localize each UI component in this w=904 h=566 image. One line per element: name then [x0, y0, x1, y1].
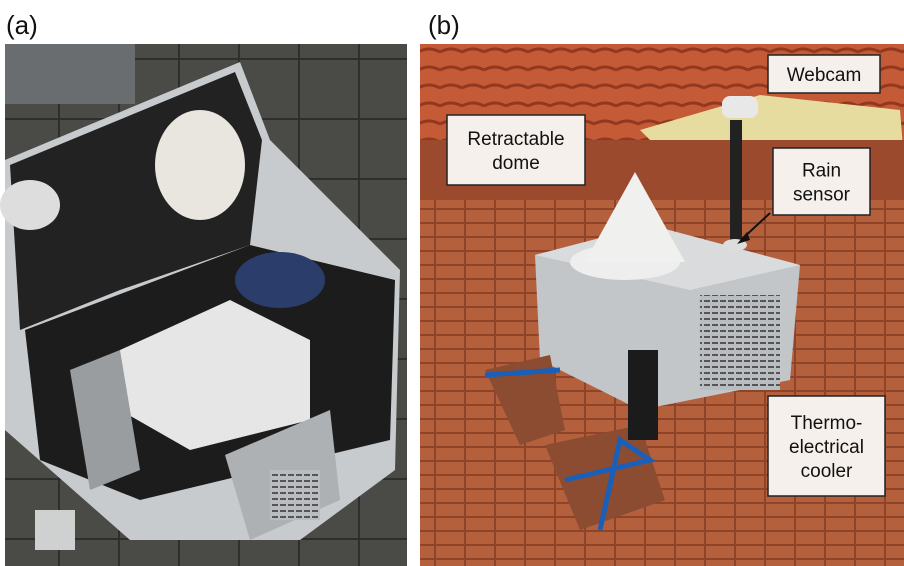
- callout-text: Webcam: [787, 65, 862, 86]
- callout-text: cooler: [801, 461, 853, 482]
- callout-box: [446, 114, 586, 186]
- callout-text: Retractable: [467, 129, 564, 150]
- callout-text: dome: [492, 153, 540, 174]
- arrow-head: [737, 232, 750, 244]
- callout-box: [767, 395, 886, 497]
- photo-a: [0, 44, 407, 566]
- panel-label: (b): [428, 10, 460, 40]
- callout-text: sensor: [793, 185, 851, 206]
- callout-text: Thermo-: [791, 413, 863, 434]
- callout-box: [767, 54, 881, 94]
- callout-text: electrical: [789, 437, 864, 458]
- panel-label: (a): [6, 10, 38, 40]
- photo-b: [420, 44, 904, 566]
- callout-box: [772, 147, 871, 216]
- callout-text: Rain: [802, 161, 841, 182]
